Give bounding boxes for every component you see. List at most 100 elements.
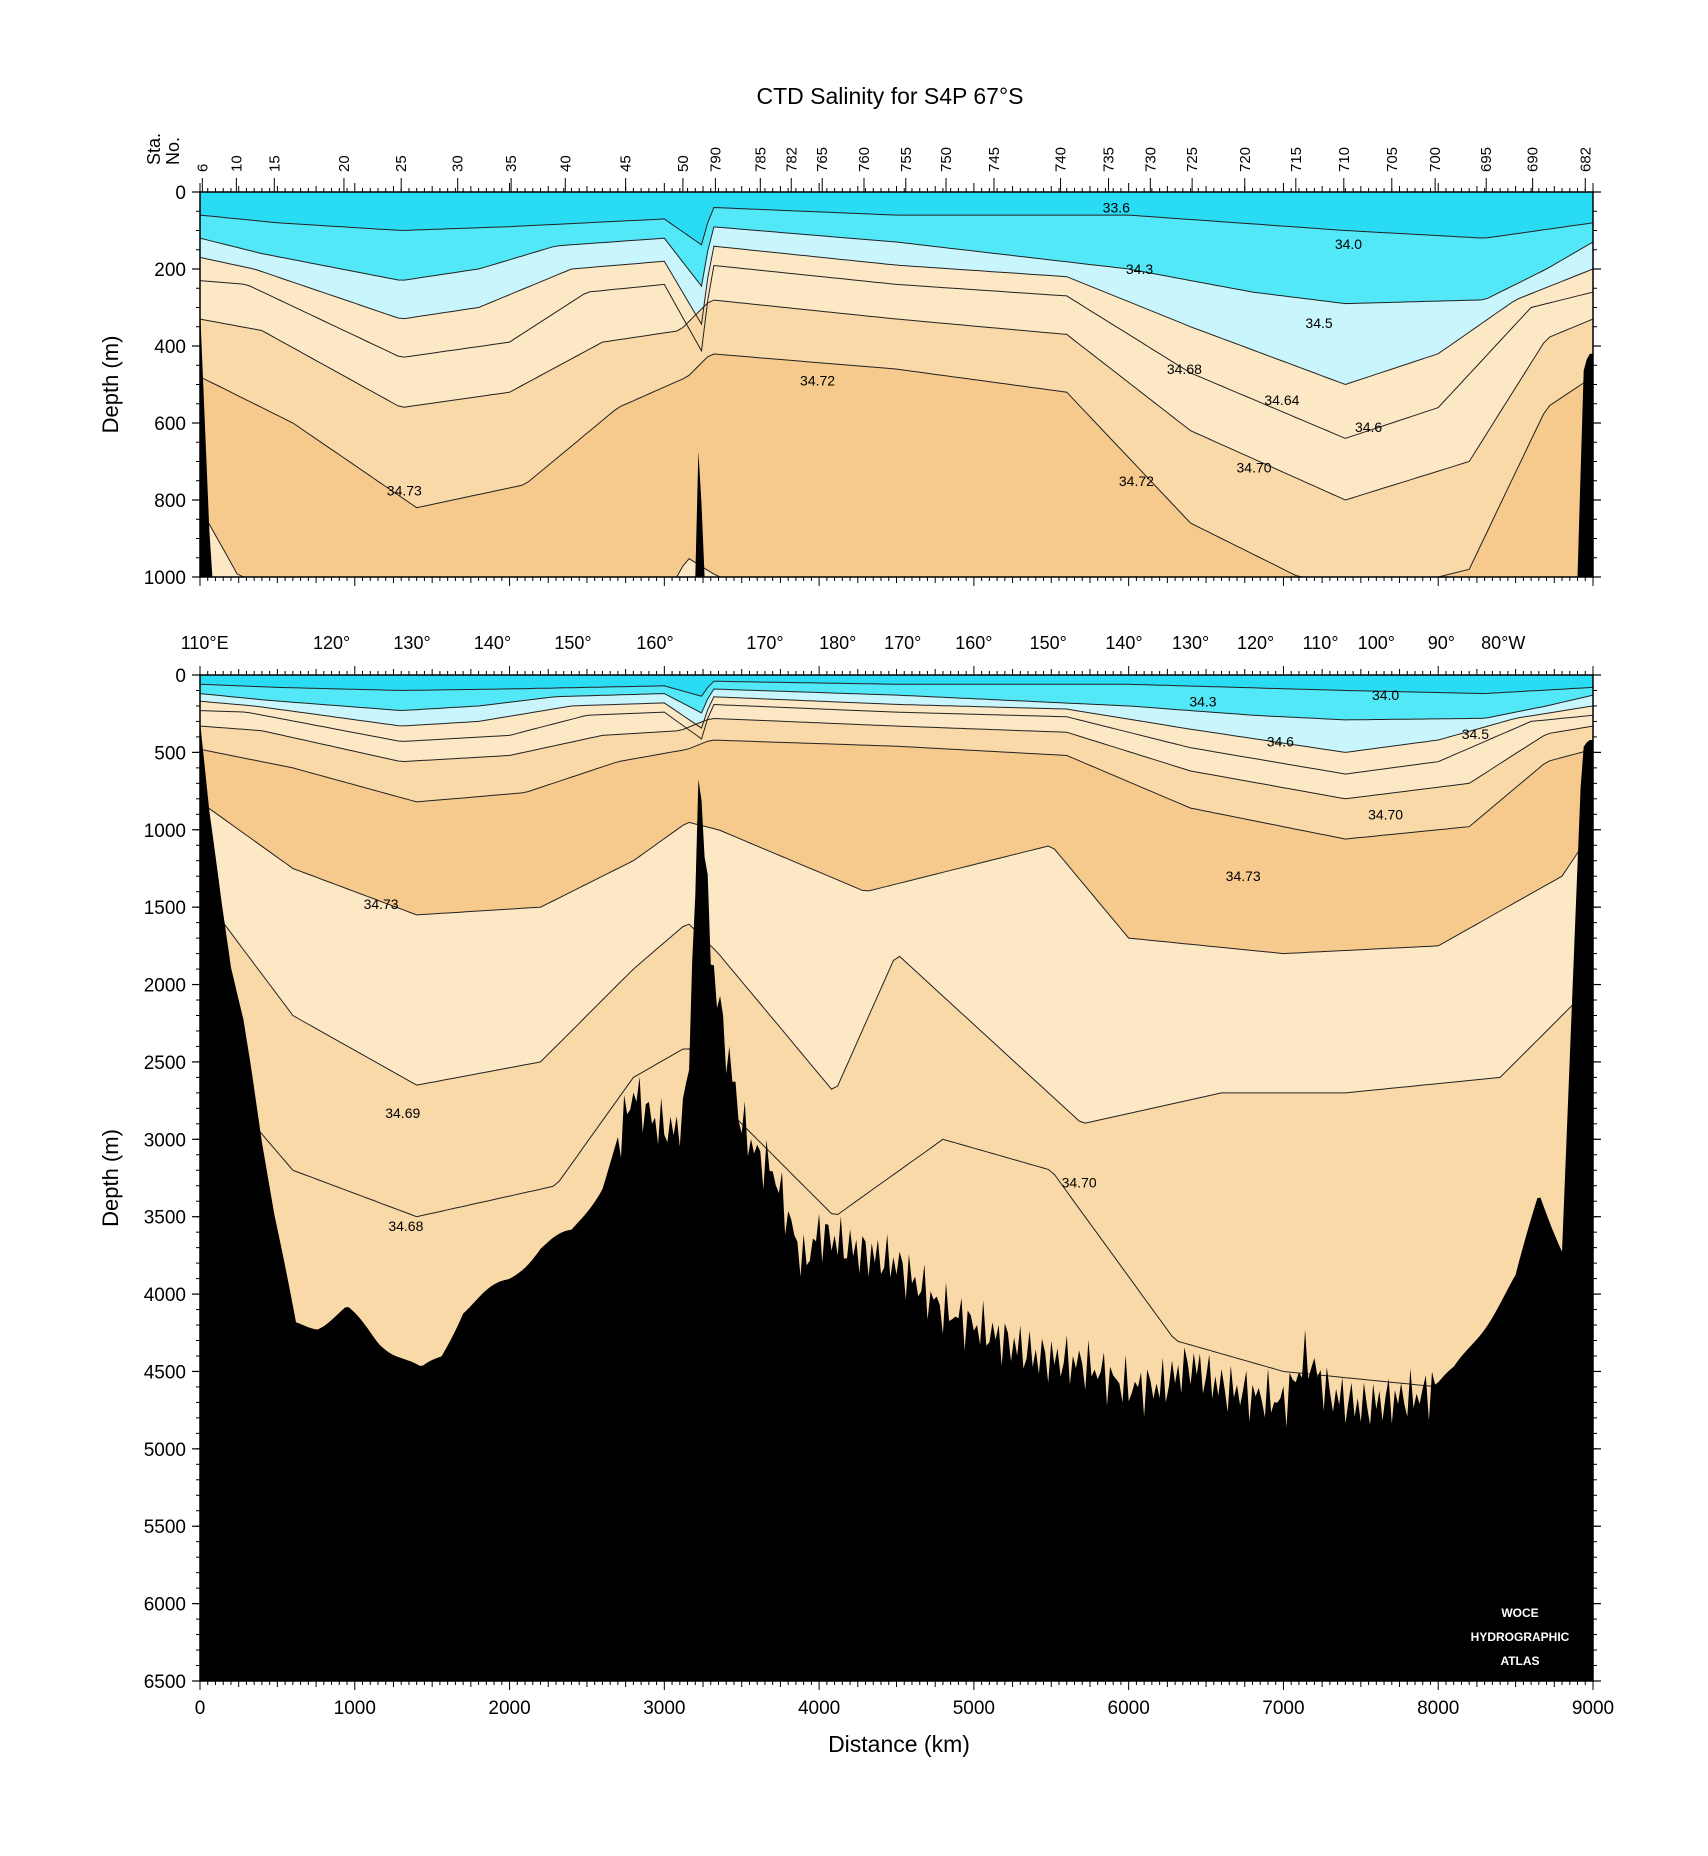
contour-label: 34.6 xyxy=(1267,734,1294,750)
salinity-band-4 xyxy=(200,696,1593,775)
isohaline-contour xyxy=(200,696,1593,753)
contour-label: 34.72 xyxy=(1119,473,1154,489)
salinity-band-6 xyxy=(200,300,1593,577)
y-tick-label: 2500 xyxy=(144,1053,186,1074)
station-label: 720 xyxy=(1237,147,1254,172)
y-tick-label: 6000 xyxy=(144,1595,186,1616)
longitude-label: 160° xyxy=(636,633,673,653)
salinity-band-7 xyxy=(200,354,1593,577)
station-label: 10 xyxy=(228,155,245,172)
station-label: 40 xyxy=(557,155,574,172)
contour-label: 34.70 xyxy=(1237,459,1272,475)
contour-label: 34.68 xyxy=(388,1218,423,1234)
station-label: 790 xyxy=(707,147,724,172)
x-axis-label: Distance (km) xyxy=(828,1731,970,1757)
longitude-label: 140° xyxy=(1105,633,1142,653)
station-label: 715 xyxy=(1288,147,1305,172)
logo-line-1: WOCE xyxy=(1501,1606,1538,1620)
station-label: 730 xyxy=(1142,147,1159,172)
isohaline-contour xyxy=(200,226,1593,305)
y-tick-label: 4000 xyxy=(144,1285,186,1306)
longitude-label: 130° xyxy=(393,633,430,653)
isohaline-contour xyxy=(200,353,1593,577)
station-label: 725 xyxy=(1184,147,1201,172)
sea-floor xyxy=(200,721,1593,1681)
x-tick-label: 8000 xyxy=(1417,1698,1459,1719)
y-tick-label: 2000 xyxy=(144,976,186,997)
contour-label: 34.70 xyxy=(1062,1175,1097,1191)
station-label: 45 xyxy=(618,155,635,172)
isohaline-contour xyxy=(200,688,1593,721)
station-axis-label-1: Sta. xyxy=(144,133,164,165)
longitude-label: 130° xyxy=(1172,633,1209,653)
y-tick-label: 1000 xyxy=(144,821,186,842)
x-tick-label: 4000 xyxy=(798,1698,840,1719)
station-label: 695 xyxy=(1478,147,1495,172)
station-label: 710 xyxy=(1336,147,1353,172)
longitude-label: 140° xyxy=(474,633,511,653)
isohaline-contour xyxy=(200,1048,1593,1388)
y-tick-label: 0 xyxy=(175,666,186,687)
logo-line-3: ATLAS xyxy=(1500,1654,1539,1668)
isohaline-contour xyxy=(200,703,1593,775)
contour-label: 34.69 xyxy=(385,1105,420,1121)
contour-label: 34.73 xyxy=(364,896,399,912)
y-tick-label: 0 xyxy=(175,183,186,204)
y-tick-label: 200 xyxy=(154,260,186,281)
salinity-band-3 xyxy=(200,689,1593,753)
x-tick-label: 5000 xyxy=(953,1698,995,1719)
contour-label: 34.5 xyxy=(1462,726,1489,742)
station-label: 50 xyxy=(675,155,692,172)
contour-label: 34.68 xyxy=(1167,361,1202,377)
y-tick-label: 1500 xyxy=(144,898,186,919)
station-label: 690 xyxy=(1525,147,1542,172)
salinity-band-6 xyxy=(200,718,1593,840)
longitude-label: 90° xyxy=(1428,633,1455,653)
y-axis-label: Depth (m) xyxy=(98,336,123,434)
isohaline-contour xyxy=(200,801,1593,955)
contour-label: 34.3 xyxy=(1126,261,1153,277)
longitude-label: 160° xyxy=(955,633,992,653)
longitude-label: 170° xyxy=(884,633,921,653)
station-label: 735 xyxy=(1101,147,1118,172)
salinity-band-2 xyxy=(200,207,1593,304)
y-tick-label: 3500 xyxy=(144,1208,186,1229)
station-label: 682 xyxy=(1577,147,1594,172)
y-tick-label: 800 xyxy=(154,491,186,512)
isohaline-contour xyxy=(200,264,1593,439)
contour-label: 34.3 xyxy=(1189,693,1216,709)
y-tick-label: 400 xyxy=(154,337,186,358)
x-tick-label: 0 xyxy=(195,1698,206,1719)
x-tick-label: 1000 xyxy=(334,1698,376,1719)
longitude-label: 150° xyxy=(554,633,591,653)
station-label: 700 xyxy=(1427,147,1444,172)
longitude-label: 110°E xyxy=(181,633,229,653)
salinity-band-3 xyxy=(200,226,1593,385)
x-tick-label: 7000 xyxy=(1262,1698,1304,1719)
station-label: 25 xyxy=(393,155,410,172)
salinity-band-7 xyxy=(200,740,1593,954)
contour-label: 34.0 xyxy=(1335,236,1362,252)
salinity-band-4 xyxy=(200,246,1593,439)
lower-panel: 34.3 34.0 34.6 34.5 34.70 34.73 34.73 34.69 34.7… xyxy=(98,666,1601,1693)
station-label: 765 xyxy=(814,147,831,172)
y-tick-label: 1000 xyxy=(144,568,186,589)
salinity-band-5 xyxy=(200,704,1593,799)
longitude-label: 120° xyxy=(313,633,350,653)
longitude-label: 120° xyxy=(1237,633,1274,653)
woce-hydrographic-atlas-logo: WOCE HYDROGRAPHIC ATLAS xyxy=(1471,1606,1570,1668)
isohaline-contour xyxy=(200,245,1593,386)
isohaline-contour xyxy=(200,206,1593,246)
isohaline-contour xyxy=(200,891,1593,1124)
station-label: 705 xyxy=(1384,147,1401,172)
logo-line-2: HYDROGRAPHIC xyxy=(1471,1630,1570,1644)
longitude-label: 170° xyxy=(746,633,783,653)
station-label: 20 xyxy=(336,155,353,172)
x-tick-label: 6000 xyxy=(1108,1698,1150,1719)
contour-label: 34.6 xyxy=(1355,419,1382,435)
isohaline-contour xyxy=(200,739,1593,840)
station-label: 30 xyxy=(450,155,467,172)
upper-panel: 33.6 34.0 34.3 34.5 34.68 34.72 34.64 34.6 34.70… xyxy=(98,183,1601,589)
contour-label: 34.70 xyxy=(1368,806,1403,822)
